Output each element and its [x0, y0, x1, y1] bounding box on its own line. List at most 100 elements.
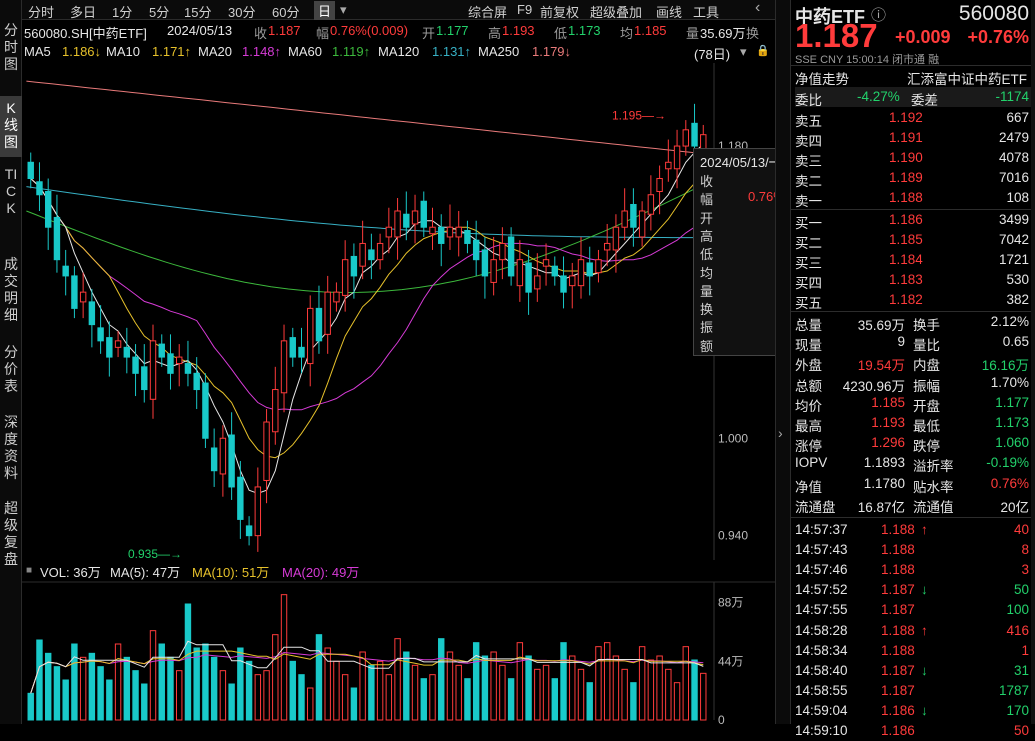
candle[interactable]: [97, 327, 104, 342]
vtab-2[interactable]: TICK: [4, 166, 18, 216]
candle[interactable]: [542, 259, 550, 267]
vtab-6[interactable]: 超级复盘: [4, 500, 18, 567]
menu-5[interactable]: 工具: [693, 5, 720, 20]
period-5[interactable]: 30分: [228, 5, 256, 20]
candle[interactable]: [420, 200, 427, 228]
candle[interactable]: [368, 249, 375, 261]
nav-trend-link[interactable]: 净值走势: [795, 72, 849, 87]
candle[interactable]: [280, 340, 288, 394]
candle[interactable]: [411, 210, 419, 225]
period-1[interactable]: 多日: [70, 5, 97, 20]
candle[interactable]: [289, 337, 296, 358]
candle[interactable]: [490, 259, 497, 283]
scrollbar[interactable]: [1031, 0, 1035, 724]
candle[interactable]: [691, 122, 698, 147]
candle[interactable]: [481, 249, 489, 277]
candle[interactable]: [656, 178, 663, 193]
period-6[interactable]: 60分: [272, 5, 300, 20]
candle[interactable]: [385, 226, 393, 238]
candle[interactable]: [621, 210, 628, 228]
candle[interactable]: [577, 259, 585, 287]
menu-2[interactable]: 前复权: [540, 5, 580, 20]
candle[interactable]: [665, 161, 672, 170]
candle[interactable]: [298, 346, 305, 358]
candle[interactable]: [88, 301, 96, 326]
candle[interactable]: [673, 145, 681, 170]
collapse-icon[interactable]: ‹: [755, 0, 761, 16]
candle[interactable]: [630, 203, 637, 228]
menu-0[interactable]: 综合屏: [468, 5, 508, 20]
info-icon[interactable]: ⓘ: [871, 7, 887, 24]
candle[interactable]: [158, 343, 165, 358]
candle[interactable]: [202, 382, 209, 439]
candle[interactable]: [123, 346, 131, 358]
period-3[interactable]: 5分: [149, 5, 170, 20]
vtab-0[interactable]: 分时图: [4, 22, 18, 72]
candle[interactable]: [106, 337, 113, 358]
candle[interactable]: [27, 161, 34, 180]
candle[interactable]: [647, 194, 655, 215]
period-7[interactable]: 日: [314, 1, 336, 20]
candle[interactable]: [595, 259, 602, 274]
period-0[interactable]: 分时: [28, 5, 55, 20]
candle[interactable]: [324, 291, 331, 335]
candle[interactable]: [71, 275, 78, 309]
menu-1[interactable]: F9: [517, 2, 533, 17]
candle[interactable]: [114, 340, 122, 348]
candle[interactable]: [53, 216, 61, 261]
period-4[interactable]: 15分: [184, 5, 212, 20]
dropdown-icon[interactable]: ▾: [740, 44, 747, 59]
candle[interactable]: [638, 210, 646, 238]
menu-4[interactable]: 画线: [656, 5, 683, 20]
candle[interactable]: [167, 353, 174, 374]
expand-icon[interactable]: ›: [778, 425, 783, 441]
candle[interactable]: [464, 229, 471, 244]
candle[interactable]: [394, 210, 401, 238]
candle[interactable]: [62, 265, 69, 277]
candle[interactable]: [403, 213, 410, 228]
candle[interactable]: [507, 236, 515, 277]
menu-3[interactable]: 超级叠加: [590, 5, 643, 20]
candle[interactable]: [612, 226, 620, 251]
candle[interactable]: [333, 291, 340, 303]
vtab-4[interactable]: 分价表: [4, 344, 18, 394]
candle[interactable]: [525, 262, 532, 293]
candle[interactable]: [263, 421, 270, 481]
candle[interactable]: [603, 242, 611, 251]
candle[interactable]: [534, 275, 541, 290]
candle[interactable]: [176, 356, 183, 365]
candle[interactable]: [586, 262, 593, 277]
candle[interactable]: [341, 259, 349, 296]
candle[interactable]: [446, 226, 454, 238]
more-icon[interactable]: ▾: [340, 2, 347, 17]
candle[interactable]: [499, 242, 506, 261]
candle[interactable]: [682, 129, 690, 147]
period-2[interactable]: 1分: [112, 5, 133, 20]
candle[interactable]: [516, 259, 524, 287]
candle[interactable]: [429, 226, 436, 235]
candle[interactable]: [149, 340, 157, 400]
vtab-5[interactable]: 深度资料: [4, 414, 18, 481]
candle[interactable]: [350, 255, 358, 277]
candle[interactable]: [455, 226, 462, 238]
candle[interactable]: [315, 307, 323, 342]
candle[interactable]: [141, 366, 148, 391]
candle[interactable]: [272, 389, 279, 433]
candle[interactable]: [210, 447, 218, 472]
candle[interactable]: [438, 226, 445, 244]
candle[interactable]: [132, 356, 139, 374]
candle[interactable]: [560, 275, 567, 293]
candle[interactable]: [359, 242, 366, 267]
candle[interactable]: [219, 437, 227, 475]
lock-icon[interactable]: 🔒: [756, 45, 770, 57]
vtab-3[interactable]: 成交明细: [4, 256, 18, 323]
volume-chart[interactable]: 88万 44万 0: [22, 560, 775, 724]
candle[interactable]: [237, 476, 244, 520]
candle[interactable]: [184, 363, 192, 374]
candle[interactable]: [569, 275, 576, 287]
candle[interactable]: [36, 181, 43, 196]
candle[interactable]: [245, 525, 253, 537]
candle[interactable]: [254, 486, 262, 537]
candle[interactable]: [307, 307, 314, 365]
